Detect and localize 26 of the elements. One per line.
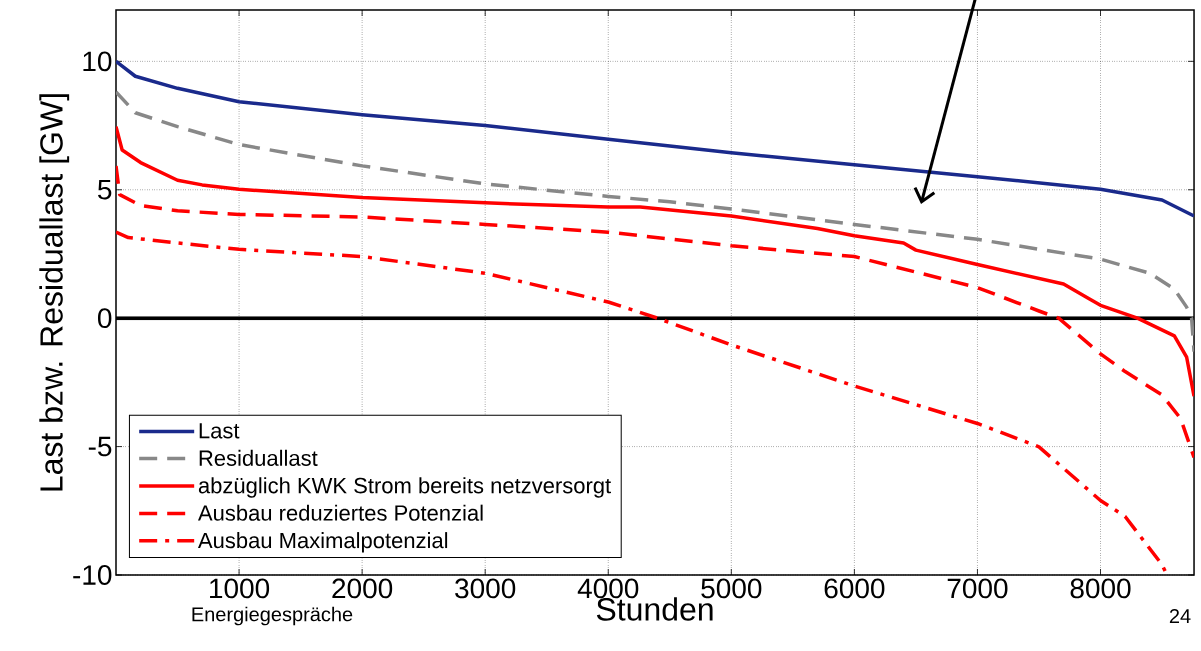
x-tick-label: 8000 bbox=[1070, 578, 1131, 599]
x-tick-label: 2000 bbox=[332, 578, 393, 599]
line-series bbox=[116, 59, 1195, 218]
x-tick-label: 6000 bbox=[824, 578, 885, 599]
x-tick-label: 7000 bbox=[947, 578, 1008, 599]
text: Energiegespräche bbox=[192, 606, 353, 626]
y-tick-label: -5 bbox=[88, 436, 112, 457]
legend-label: Ausbau Maximalpotenzial bbox=[197, 532, 448, 553]
y-tick-label: -10 bbox=[73, 565, 112, 585]
y-tick-label: 10 bbox=[83, 51, 112, 72]
y-tick-label: 0 bbox=[98, 308, 112, 329]
x-axis-title: Stunden bbox=[596, 597, 713, 621]
y-tick-label: 5 bbox=[98, 180, 112, 200]
x-tick-label: 1000 bbox=[210, 578, 270, 599]
text: 24 bbox=[1169, 609, 1191, 623]
y-axis-title: Last bzw. Residuallast [GW] bbox=[39, 94, 70, 491]
x-tick-label: 3000 bbox=[455, 578, 516, 599]
legend-label: Ausbau reduziertes Potenzial bbox=[197, 504, 483, 521]
x-tick-label: 5000 bbox=[701, 578, 762, 599]
line-series bbox=[116, 230, 1169, 575]
legend-label: Last bbox=[199, 423, 240, 439]
legend-label: Residuallast bbox=[199, 449, 318, 466]
x-tick-label: 4000 bbox=[577, 578, 639, 599]
line-series bbox=[116, 90, 1195, 354]
legend-label: abzüglich KWK Strom bereits netzversorgt bbox=[198, 477, 611, 498]
line-series bbox=[116, 124, 1195, 398]
